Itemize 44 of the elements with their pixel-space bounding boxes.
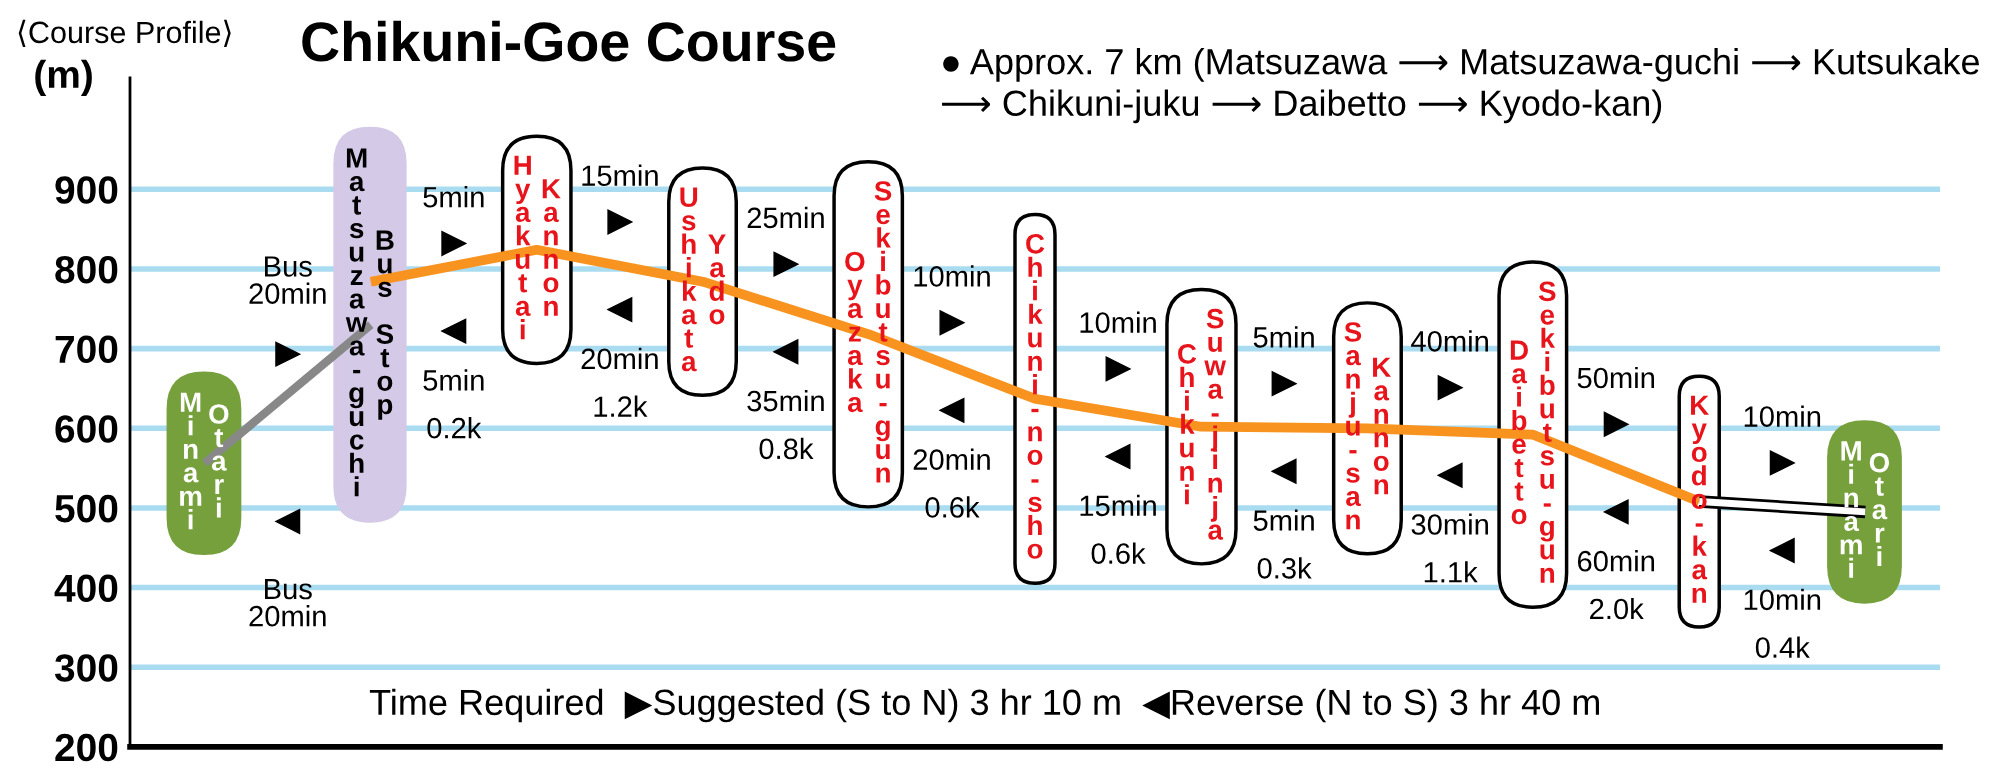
annotation: Bus 20min	[249, 578, 326, 627]
annotation: 0.4k	[1755, 636, 1810, 658]
annotation: 25min	[747, 206, 824, 229]
annotation: 20min	[581, 347, 658, 370]
annotation: 10min	[1744, 405, 1821, 427]
category-label: Hyakutai Kannon	[514, 155, 561, 340]
annotation: 35min	[747, 389, 824, 412]
y-tick-label: 600	[55, 415, 118, 443]
annotation: 2.0k	[1590, 597, 1644, 620]
annotation: Bus 20min	[249, 256, 326, 304]
annotation: 20min	[913, 448, 990, 470]
annotation: 15min	[1080, 494, 1156, 517]
chart-title: Chikuni-Goe Course	[302, 20, 836, 62]
annotation: 15min	[582, 164, 658, 186]
annotation: 5min	[423, 369, 484, 391]
annotation: 5min	[423, 186, 484, 208]
annotation: 5min	[1253, 509, 1314, 531]
annotation: 10min	[914, 265, 990, 287]
y-tick-label: 700	[55, 335, 118, 364]
annotation: 10min	[1744, 588, 1821, 611]
annotation: 10min	[1080, 311, 1156, 333]
y-tick-label: 500	[55, 494, 118, 523]
annotation: 30min	[1411, 513, 1488, 535]
y-tick-label: 800	[55, 255, 118, 284]
annotation: 50min	[1577, 366, 1655, 389]
annotation: Time Required ▶Suggested (S to N) 3 hr 10 m ◀Reverse (N to S) 3 hr 40 m	[369, 688, 1599, 723]
annotation: ● Approx. 7 km (Matsuzawa ⟶ Matsuzawa-guchi ⟶ Kutsukake ⟶ Chikuni-juku ⟶ Daibetto ⟶ Kyodo-kan)	[942, 47, 1979, 124]
y-tick-label: 200	[55, 733, 118, 762]
annotation: 0.8k	[759, 437, 814, 460]
annotation: 0.6k	[925, 496, 980, 518]
category-label: Chikuni-no-sho	[1026, 233, 1045, 559]
y-tick-label: 900	[55, 176, 118, 204]
annotation: 0.6k	[1091, 542, 1146, 564]
annotation: 1.1k	[1424, 561, 1478, 583]
annotation: 0.3k	[1257, 557, 1312, 579]
annotation: 1.2k	[594, 395, 648, 417]
y-tick-label: 400	[54, 574, 118, 603]
y-tick-label: 300	[54, 654, 118, 682]
chart-subtitle: ⟨Course Profile⟩	[18, 19, 231, 47]
annotation: 5min	[1253, 326, 1314, 348]
y-axis-title: (m)	[35, 59, 92, 96]
annotation: 40min	[1411, 330, 1488, 352]
annotation: 60min	[1577, 550, 1655, 572]
annotation: 0.2k	[427, 417, 482, 439]
